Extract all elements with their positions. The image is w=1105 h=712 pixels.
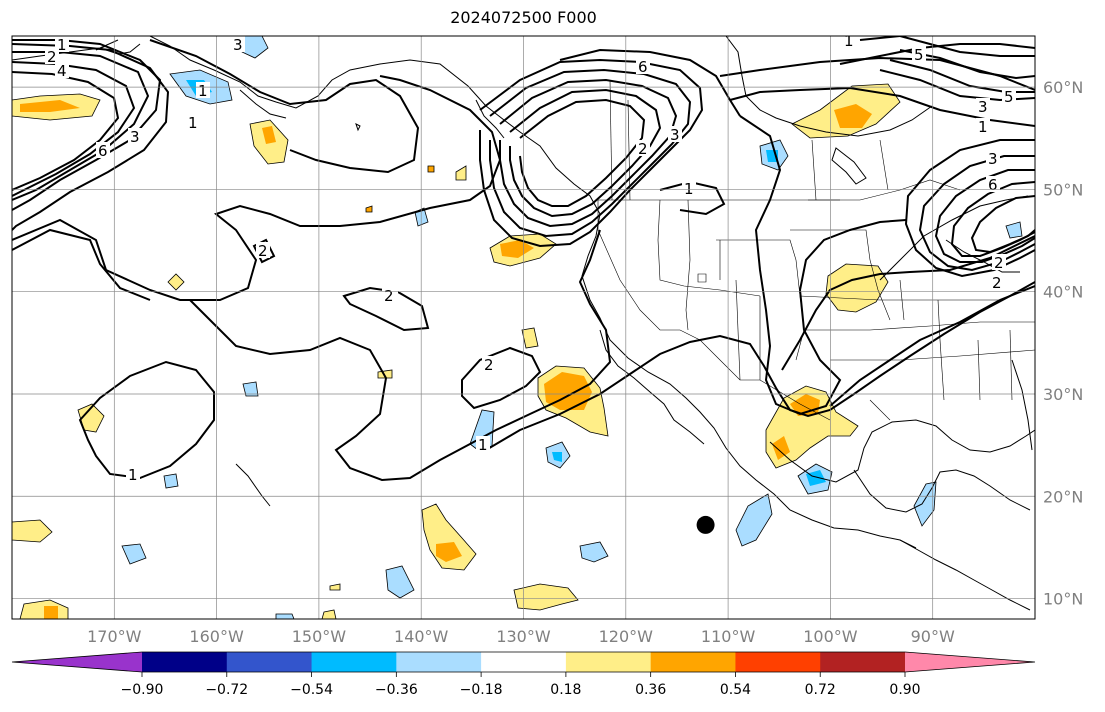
contour-label: 6 [988, 176, 998, 194]
location-marker [696, 515, 715, 534]
latitude-label: 30°N [1043, 385, 1083, 404]
longitude-label: 150°W [292, 627, 347, 646]
colorbar: −0.90 −0.72 −0.54 −0.36 −0.18 0.18 0.36 0.54 0.7… [11, 651, 1036, 698]
colorbar-swatch [820, 652, 906, 672]
colorbar-swatch [396, 652, 482, 672]
longitude-label: 110°W [701, 627, 756, 646]
longitude-label: 140°W [394, 627, 449, 646]
latitude-label: 10°N [1043, 590, 1083, 609]
colorbar-swatch [565, 652, 652, 672]
contour-label: 1 [478, 436, 488, 454]
longitude-label: 130°W [496, 627, 551, 646]
colorbar-tick-label: −0.54 [290, 682, 333, 698]
longitude-label: 90°W [911, 627, 955, 646]
contour-label: 4 [57, 62, 67, 80]
contour-label: 3 [978, 98, 988, 116]
contour-label: 2 [484, 356, 494, 374]
map-frame [11, 35, 1036, 620]
map-title: 2024072500 F000 [450, 8, 597, 27]
colorbar-swatch [650, 652, 736, 672]
contour-label: 2 [47, 48, 57, 66]
colorbar-swatch [142, 652, 228, 672]
contour-label: 3 [130, 128, 140, 146]
contour-label: 2 [258, 242, 268, 260]
contour-label: 1 [684, 180, 694, 198]
latitude-labels: 10°N 20°N 30°N 40°N 50°N 60°N [1043, 78, 1083, 608]
contour-label: 2 [638, 140, 648, 158]
contour-value-labels: 1 2 4 3 6 3 1 1 2 2 2 1 1 6 [45, 32, 1016, 484]
colorbar-tick-label: −0.90 [121, 682, 164, 698]
longitude-label: 120°W [599, 627, 654, 646]
contour-label: 2 [994, 254, 1004, 272]
longitude-label: 160°W [189, 627, 244, 646]
colorbar-tick-label: 0.90 [889, 682, 920, 698]
contour-label: 1 [978, 118, 988, 136]
map-plot-area: 1 2 4 3 6 3 1 1 2 2 2 1 1 6 [12, 32, 1035, 619]
positive-anomaly-shading [12, 83, 901, 619]
colorbar-tick-label: 0.18 [550, 682, 581, 698]
colorbar-tick-label: −0.18 [460, 682, 503, 698]
contour-label: 1 [188, 114, 198, 132]
latitude-label: 40°N [1043, 283, 1083, 302]
contour-label: 2 [384, 287, 394, 305]
colorbar-tick-label: 0.36 [635, 682, 666, 698]
contour-label: 6 [638, 58, 648, 76]
longitude-labels: 170°W 160°W 150°W 140°W 130°W 120°W 110°W 100°W… [87, 627, 955, 646]
graticule [12, 36, 1035, 619]
longitude-label: 170°W [87, 627, 142, 646]
colorbar-tick-label: 0.54 [720, 682, 751, 698]
contour-label: 1 [57, 36, 67, 54]
colorbar-tick-label: 0.72 [805, 682, 836, 698]
colorbar-extend-low [12, 652, 142, 672]
longitude-label: 100°W [803, 627, 858, 646]
contour-label: 3 [670, 126, 680, 144]
colorbar-swatch [226, 652, 313, 672]
contour-label: 1 [128, 466, 138, 484]
colorbar-extend-high [905, 652, 1035, 672]
contour-label: 1 [198, 82, 208, 100]
latitude-label: 50°N [1043, 180, 1083, 199]
contour-lines [12, 36, 1035, 482]
contour-label: 2 [992, 274, 1002, 292]
colorbar-swatch [481, 652, 567, 672]
colorbar-tick-label: −0.36 [375, 682, 418, 698]
latitude-label: 20°N [1043, 487, 1083, 506]
contour-label: 1 [844, 32, 854, 50]
contour-label: 5 [914, 46, 924, 64]
contour-label: 5 [1004, 88, 1014, 106]
contour-label: 3 [988, 150, 998, 168]
colorbar-swatch [735, 652, 821, 672]
contour-label: 3 [233, 36, 243, 54]
colorbar-tick-label: −0.72 [205, 682, 248, 698]
contour-label: 6 [98, 142, 108, 160]
latitude-label: 60°N [1043, 78, 1083, 97]
colorbar-swatch [311, 652, 397, 672]
